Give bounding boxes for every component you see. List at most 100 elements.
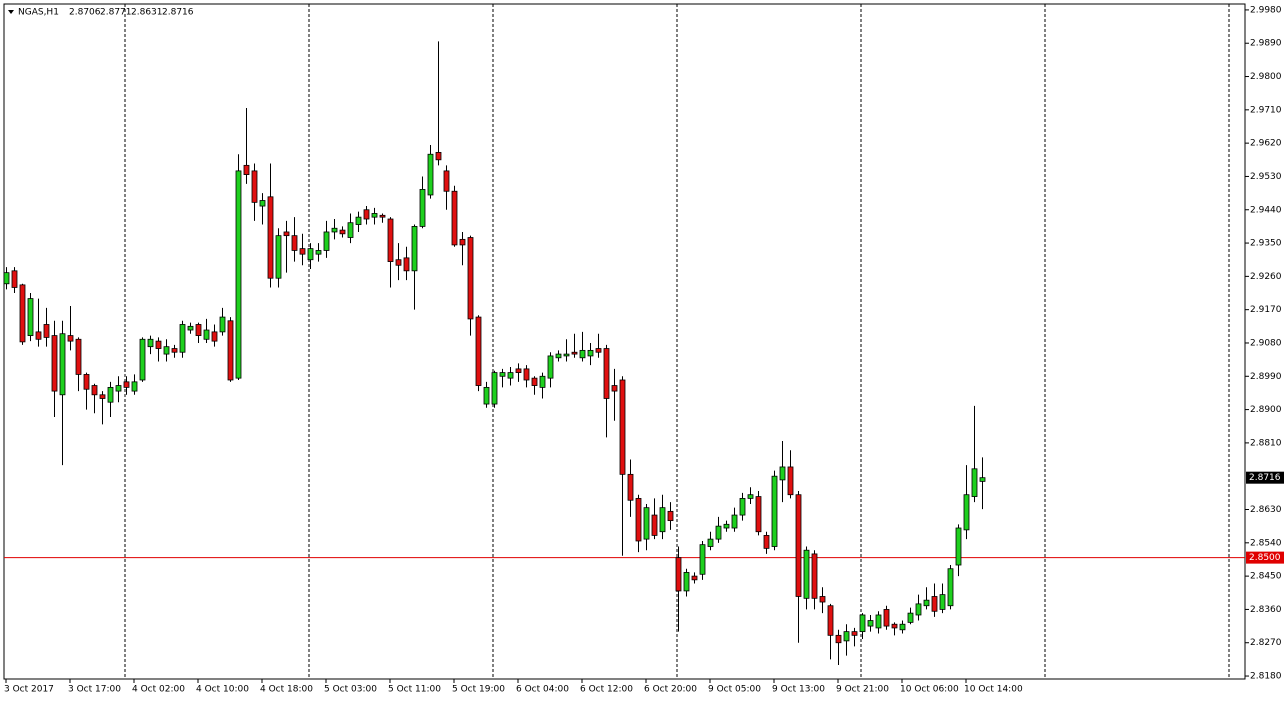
candle — [395, 243, 402, 281]
candle-body — [323, 231, 330, 251]
candle-body — [651, 514, 658, 536]
candle-body — [515, 368, 522, 373]
candle-body — [675, 557, 682, 592]
candle-body — [763, 535, 770, 549]
candle-body — [179, 324, 186, 353]
candle-body — [595, 348, 602, 353]
candle — [739, 492, 746, 521]
candle-body — [579, 349, 586, 359]
candle — [883, 605, 890, 630]
candle — [755, 491, 762, 536]
candle-body — [91, 385, 98, 396]
candle — [715, 516, 722, 543]
candle-body — [187, 325, 194, 331]
candle — [563, 339, 570, 362]
candle — [531, 376, 538, 395]
candle-body — [491, 372, 498, 405]
header-low: 2.8631 — [131, 8, 163, 18]
candle — [731, 507, 738, 532]
header-high: 2.8771 — [100, 8, 132, 18]
candle-body — [83, 374, 90, 390]
candle-body — [419, 189, 426, 227]
y-tick-label: 2.8450 — [1250, 572, 1282, 582]
candle — [515, 363, 522, 382]
candle-body — [211, 331, 218, 342]
candle — [555, 350, 562, 362]
candle — [315, 243, 322, 262]
candle-body — [643, 507, 650, 540]
candle-body — [795, 494, 802, 597]
y-tick-label: 2.9620 — [1250, 139, 1282, 149]
candle-body — [435, 151, 442, 161]
x-tick-label: 10 Oct 14:00 — [964, 685, 1023, 695]
candle-body — [683, 572, 690, 592]
candle-body — [203, 329, 210, 340]
candle — [251, 163, 258, 221]
candle — [835, 629, 842, 665]
candle-body — [707, 538, 714, 547]
candle-body — [691, 575, 698, 581]
candle-body — [155, 340, 162, 349]
candle-body — [299, 248, 306, 255]
candle — [307, 243, 314, 269]
candle — [803, 546, 810, 610]
candle-body — [243, 164, 250, 176]
candle — [43, 307, 50, 347]
x-tick-label: 5 Oct 03:00 — [324, 685, 377, 695]
candle-body — [99, 394, 106, 399]
candle — [827, 603, 834, 660]
candle-body — [523, 368, 530, 381]
candle-body — [459, 238, 466, 246]
x-tick-label: 9 Oct 21:00 — [836, 685, 889, 695]
candle — [139, 337, 146, 382]
candle — [259, 193, 266, 225]
candle-body — [483, 386, 490, 405]
candle — [475, 315, 482, 392]
candle-body — [811, 553, 818, 599]
candle-body — [899, 623, 906, 631]
candle — [347, 213, 354, 244]
candle-body — [331, 227, 338, 233]
candle-body — [611, 385, 618, 392]
candle — [115, 376, 122, 403]
candle — [443, 165, 450, 210]
candle-body — [363, 209, 370, 220]
candle — [571, 333, 578, 358]
candle — [979, 457, 986, 510]
candle — [859, 613, 866, 640]
candle — [691, 572, 698, 584]
candle — [771, 470, 778, 551]
candle-body — [411, 226, 418, 272]
candle — [387, 217, 394, 288]
y-tick-label: 2.8540 — [1250, 538, 1282, 548]
x-tick-label: 4 Oct 02:00 — [132, 685, 185, 695]
candle-body — [875, 614, 882, 629]
candle — [83, 372, 90, 410]
candle — [867, 614, 874, 632]
candle-body — [339, 229, 346, 235]
price-label-box — [1246, 471, 1284, 484]
candle — [203, 318, 210, 343]
candle — [435, 41, 442, 166]
candle-body — [475, 316, 482, 386]
y-tick-label: 2.8270 — [1250, 638, 1282, 648]
candle-body — [11, 270, 18, 288]
candle — [779, 441, 786, 503]
candle-body — [139, 338, 146, 381]
candle — [99, 391, 106, 425]
candle — [419, 176, 426, 229]
candle — [963, 465, 970, 540]
x-tick-label: 10 Oct 06:00 — [900, 685, 959, 695]
candle — [403, 246, 410, 281]
candle-body — [387, 218, 394, 262]
y-tick-label: 2.8810 — [1250, 438, 1282, 448]
candle-body — [827, 605, 834, 636]
candle — [683, 568, 690, 597]
candle — [795, 491, 802, 643]
candle-body — [307, 248, 314, 261]
candle-body — [395, 259, 402, 266]
candle-body — [571, 351, 578, 355]
candle-body — [539, 375, 546, 388]
candle-body — [963, 494, 970, 531]
candle — [323, 220, 330, 258]
